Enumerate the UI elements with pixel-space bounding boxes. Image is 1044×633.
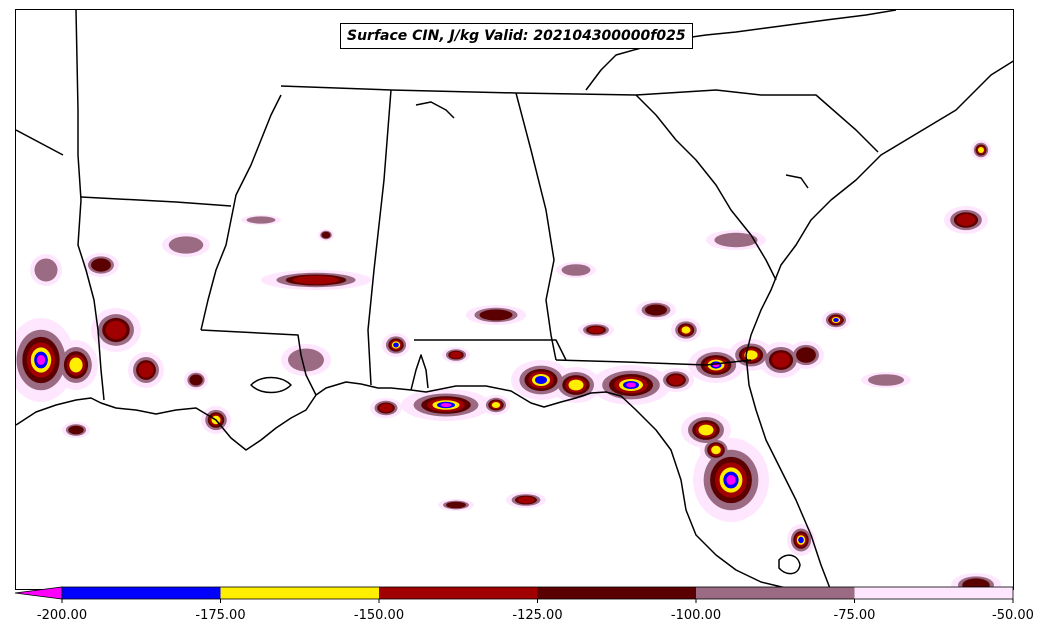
colorbar-swatch [220,587,379,599]
colorbar-tick-label: -75.00 [834,608,876,623]
cin-contour-moderate [446,501,466,509]
cin-contour-strong [698,424,714,436]
tx-la-border [75,10,105,401]
colorbar-tick-label: -125.00 [512,608,562,623]
mid-atlantic-coastline [585,10,897,91]
cin-contour-weak [288,348,324,372]
cin-contour-extreme [726,474,736,486]
lake-okeechobee [778,554,801,575]
cin-contour-strong [568,379,584,391]
cin-contour-moderate-strong [450,351,462,359]
cin-contour-moderate-strong [379,403,393,413]
cin-contour-strong [491,402,501,408]
cin-contour-weak [561,264,591,276]
cin-contour-moderate-strong [105,320,127,340]
cin-contour-moderate [479,309,513,321]
cin-shading-layer [16,140,1001,589]
cin-contour-moderate [91,258,111,272]
colorbar-extend-arrow [14,586,63,600]
ms-al-border [367,89,392,386]
nc-sc-border [635,89,879,153]
map-panel: Surface CIN, J/kg Valid: 202104300000f02… [15,9,1014,590]
cin-contour-very-strong [798,536,804,544]
cin-contour-extreme [440,403,452,407]
cin-contour-very-strong [535,376,547,384]
colorbar-tick-label: -50.00 [992,608,1034,623]
cin-contour-strong [711,445,721,455]
ar-la-border [80,196,232,207]
cin-contour-moderate [962,578,990,589]
cin-contour-weak [714,232,758,248]
cin-contour-strong [978,147,984,153]
al-fl-border [414,339,567,361]
lake-carolina [785,174,809,189]
cin-contour-moderate-strong [771,352,791,368]
colorbar-swatch [62,587,221,599]
ga-fl-border [555,359,752,366]
cin-contour-extreme [36,354,46,366]
la-ms-border [200,329,317,396]
cin-contour-moderate-strong [668,374,684,386]
gulf-coastline [16,381,787,589]
cin-contour-very-strong [833,318,839,322]
cin-contour-weak [34,258,58,282]
tn-southern-border [280,85,637,96]
colorbar-tick-label: -100.00 [671,608,721,623]
cin-contour-weak [246,216,276,224]
al-ga-border [515,92,557,361]
cin-contour-moderate [68,425,84,435]
cin-contour-weak [168,236,204,254]
cin-contour-weak [868,374,904,386]
cin-contour-moderate-strong [138,362,154,378]
ga-sc-border [635,94,777,281]
colorbar-tick-label: -175.00 [195,608,245,623]
colorbar-swatch [379,587,538,599]
political-borders [16,10,1013,589]
cin-contour-moderate-strong [292,275,340,285]
colorbar: -200.00 -175.00 -150.00 -125.00 -100.00 -75.0… [14,586,1034,623]
cin-contour-moderate [645,304,667,316]
cin-contour-strong [744,350,758,360]
mississippi-river-border [200,94,282,331]
cin-contour-moderate-strong [588,326,604,334]
cin-contour-extreme [626,382,636,388]
cin-map [16,10,1013,589]
mobile-bay [410,354,429,391]
colorbar-swatch [537,587,696,599]
map-title: Surface CIN, J/kg Valid: 202104300000f02… [340,23,693,49]
cin-contour-very-strong [393,342,399,348]
cin-contour-moderate [321,231,331,239]
cin-contour-strong [69,357,83,373]
cin-contour-moderate [796,347,816,363]
colorbar-swatch [696,587,855,599]
cin-contour-moderate-strong [956,214,976,226]
colorbar-swatch [854,587,1013,599]
tx-ok-border [16,129,64,156]
atlantic-coastline [745,60,1013,589]
cin-contour-strong [681,326,691,334]
cin-contour-moderate [189,374,203,386]
colorbar-tick-label: -150.00 [354,608,404,623]
cin-contour-moderate-strong [517,496,535,504]
lake-pontchartrain [250,376,292,394]
lake-northeast [415,101,455,119]
colorbar-tick-label: -200.00 [37,608,87,623]
